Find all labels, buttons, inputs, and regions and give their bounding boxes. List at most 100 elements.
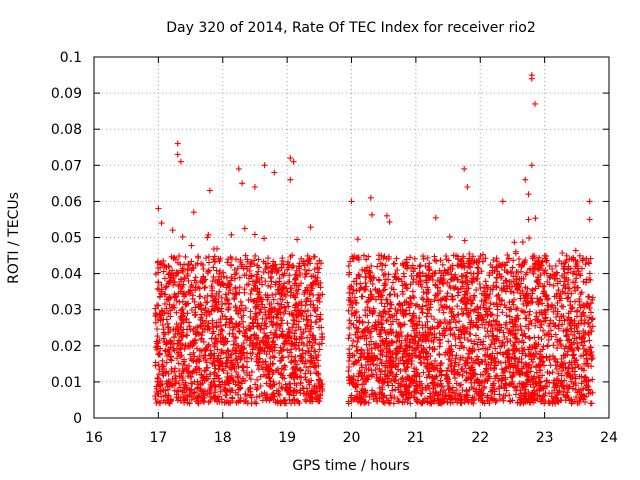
data-point-marker xyxy=(301,274,308,280)
data-point-marker xyxy=(468,317,475,324)
data-point-marker xyxy=(244,369,250,376)
data-point-marker xyxy=(281,291,288,298)
data-point-marker xyxy=(314,357,321,364)
data-point-marker xyxy=(493,255,500,262)
data-point-marker xyxy=(417,390,424,397)
data-point-marker xyxy=(453,380,460,387)
data-point-marker xyxy=(535,362,542,369)
data-point-marker xyxy=(251,331,258,338)
data-point-marker xyxy=(239,261,245,268)
data-point-marker xyxy=(424,310,431,317)
data-point-marker xyxy=(170,281,177,288)
data-point-marker xyxy=(291,282,298,289)
data-point-marker xyxy=(370,305,377,312)
data-point-marker xyxy=(216,258,223,264)
data-point-marker xyxy=(264,344,271,351)
data-point-marker xyxy=(589,376,596,383)
data-point-marker xyxy=(536,382,542,389)
x-tick-label: 19 xyxy=(278,430,296,446)
data-point-marker xyxy=(198,371,205,378)
data-point-marker xyxy=(313,385,320,391)
data-point-marker xyxy=(288,374,295,380)
data-point-marker xyxy=(274,307,280,314)
data-point-marker xyxy=(251,297,258,304)
data-point-marker xyxy=(346,377,352,384)
data-point-marker xyxy=(490,257,497,263)
data-point-marker xyxy=(188,396,195,403)
data-point-marker xyxy=(212,383,219,390)
data-point-marker xyxy=(216,268,223,274)
data-point-marker xyxy=(253,400,260,407)
data-point-marker xyxy=(546,370,553,377)
data-point-marker xyxy=(240,307,247,314)
data-point-marker xyxy=(406,344,413,351)
data-point-marker xyxy=(554,308,561,315)
data-point-marker xyxy=(558,303,565,310)
data-point-marker xyxy=(346,324,353,331)
data-point-marker xyxy=(316,398,323,404)
data-point-marker xyxy=(213,324,220,331)
data-point-marker xyxy=(582,317,588,324)
data-point-marker xyxy=(578,391,585,398)
data-point-marker xyxy=(464,281,471,288)
data-point-marker xyxy=(240,324,247,331)
data-point-marker xyxy=(441,317,448,323)
data-point-marker xyxy=(403,299,410,306)
data-point-marker xyxy=(199,279,206,286)
data-point-marker xyxy=(483,308,490,315)
axis-ticks xyxy=(93,56,610,419)
data-point-marker xyxy=(286,391,293,398)
data-point-marker xyxy=(471,294,478,300)
data-point-marker xyxy=(368,328,374,335)
data-point-marker xyxy=(278,261,285,268)
data-point-marker xyxy=(348,320,354,327)
data-point-marker xyxy=(588,328,595,335)
data-point-marker xyxy=(268,319,275,326)
data-point-marker xyxy=(413,329,420,336)
data-point-marker xyxy=(528,356,535,363)
data-point-marker xyxy=(297,379,304,386)
data-point-marker xyxy=(354,338,361,345)
data-point-marker xyxy=(253,393,260,400)
data-point-marker xyxy=(222,387,229,394)
data-point-marker xyxy=(306,378,313,384)
data-point-marker xyxy=(186,362,192,369)
data-point-marker xyxy=(413,379,420,386)
data-point-marker xyxy=(152,359,159,366)
data-point-marker xyxy=(206,259,212,266)
data-point-marker xyxy=(505,255,512,262)
data-point-marker xyxy=(361,369,368,376)
data-point-marker xyxy=(506,313,513,320)
data-point-marker xyxy=(203,313,210,319)
data-point-marker xyxy=(353,288,360,294)
data-point-marker xyxy=(436,397,443,404)
data-point-marker xyxy=(509,320,516,327)
data-point-marker xyxy=(431,316,438,323)
data-point-marker xyxy=(248,355,255,362)
data-point-marker xyxy=(212,395,219,402)
data-point-marker xyxy=(565,385,572,392)
data-point-marker xyxy=(171,278,178,285)
data-point-marker xyxy=(567,321,574,328)
data-point-marker xyxy=(519,239,526,246)
data-point-marker xyxy=(388,354,395,361)
data-point-marker xyxy=(163,359,170,366)
data-point-marker xyxy=(470,323,476,330)
data-point-marker xyxy=(234,265,241,272)
data-point-marker xyxy=(396,398,402,405)
data-point-marker xyxy=(222,339,229,346)
data-point-marker xyxy=(539,283,546,290)
data-point-marker xyxy=(417,334,424,341)
data-point-marker xyxy=(387,305,394,312)
data-point-marker xyxy=(474,353,481,360)
data-point-marker xyxy=(454,303,461,310)
data-point-marker xyxy=(533,259,540,265)
data-point-marker xyxy=(200,274,206,281)
data-point-marker xyxy=(482,296,489,303)
data-point-marker xyxy=(454,286,461,293)
data-point-marker xyxy=(246,275,252,282)
data-point-marker xyxy=(292,277,299,284)
data-point-marker xyxy=(200,398,207,405)
data-point-marker xyxy=(178,352,185,359)
data-point-marker xyxy=(153,389,160,395)
